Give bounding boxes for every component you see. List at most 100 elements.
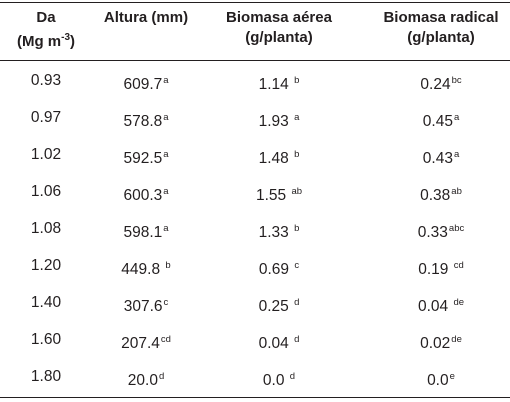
table-row: 0.97 578.8a 1.93 a 0.45a — [0, 99, 510, 136]
cell-altura-letters: cd — [160, 334, 171, 345]
cell-radical-letters: ab — [451, 186, 462, 197]
cell-radical-value: 0.43 — [422, 150, 453, 167]
header-da-unit-close: ) — [70, 33, 76, 50]
cell-radical-letters: a — [453, 149, 460, 160]
cell-altura: 598.1a — [92, 219, 200, 243]
cell-biomasa-radical: 0.02de — [372, 330, 510, 354]
cell-biomasa-aerea: 0.25 d — [200, 293, 358, 317]
cell-aerea-value: 1.55 — [255, 187, 291, 204]
table-bottom-rule — [0, 397, 510, 398]
cell-biomasa-aerea: 0.0 d — [200, 367, 358, 391]
cell-aerea-value: 1.48 — [258, 150, 294, 167]
cell-biomasa-radical: 0.04 de — [372, 293, 510, 317]
table-row: 1.20 449.8 b 0.69 c 0.19 cd — [0, 247, 510, 284]
cell-radical-letters: abc — [448, 223, 465, 234]
table-top-rule — [0, 2, 510, 3]
cell-altura-letters: b — [165, 260, 171, 271]
table-row: 1.60 207.4cd 0.04 d 0.02de — [0, 321, 510, 358]
cell-biomasa-aerea: 0.04 d — [200, 330, 358, 354]
header-da-line2: (Mg m-3) — [2, 28, 90, 52]
cell-da: 1.60 — [30, 331, 62, 348]
cell-radical-value: 0.19 — [418, 261, 453, 278]
cell-radical-letters: cd — [453, 260, 464, 271]
header-biomasa-aerea: Biomasa aérea (g/planta) — [200, 8, 358, 48]
cell-altura-letters: a — [163, 75, 169, 86]
cell-aerea-value: 1.14 — [258, 76, 294, 93]
cell-da: 1.40 — [30, 294, 62, 311]
cell-aerea-letters: b — [294, 149, 300, 160]
cell-radical-value: 0.0 — [427, 372, 449, 389]
cell-biomasa-radical: 0.45a — [372, 108, 510, 132]
cell-altura-letters: a — [163, 112, 169, 123]
cell-altura: 600.3a — [92, 182, 200, 206]
cell-aerea-letters: d — [289, 371, 296, 382]
cell-biomasa-aerea: 1.93 a — [200, 108, 358, 132]
cell-altura-letters: a — [163, 186, 169, 197]
cell-altura-value: 609.7 — [123, 76, 163, 93]
cell-altura-letters: c — [163, 297, 169, 308]
cell-biomasa-radical: 0.38ab — [372, 182, 510, 206]
header-biomasa-aerea-line1: Biomasa aérea — [226, 9, 332, 26]
cell-altura: 578.8a — [92, 108, 200, 132]
cell-radical-value: 0.24 — [420, 76, 451, 93]
cell-da: 1.80 — [30, 368, 62, 385]
header-biomasa-radical-line2: (g/planta) — [407, 29, 475, 46]
header-biomasa-radical-line1: Biomasa radical — [383, 9, 499, 26]
cell-radical-value: 0.33 — [417, 224, 448, 241]
cell-altura: 20.0d — [92, 367, 200, 391]
cell-biomasa-radical: 0.19 cd — [372, 256, 510, 280]
cell-da: 0.93 — [30, 72, 62, 89]
cell-altura-value: 592.5 — [123, 150, 163, 167]
cell-aerea-letters: ab — [291, 186, 303, 197]
cell-altura: 449.8 b — [92, 256, 200, 280]
cell-radical-letters: a — [453, 112, 460, 123]
cell-radical-letters: de — [451, 334, 462, 345]
cell-aerea-value: 1.33 — [258, 224, 294, 241]
cell-altura-letters: a — [163, 149, 169, 160]
cell-radical-value: 0.02 — [420, 335, 451, 352]
cell-radical-value: 0.45 — [422, 113, 453, 130]
cell-aerea-value: 0.69 — [258, 261, 294, 278]
header-altura-line1: Altura (mm) — [103, 9, 189, 26]
header-altura: Altura (mm) — [92, 8, 200, 28]
header-biomasa-radical: Biomasa radical (g/planta) — [372, 8, 510, 48]
cell-biomasa-aerea: 0.69 c — [200, 256, 358, 280]
cell-radical-value: 0.04 — [417, 298, 453, 315]
cell-altura-value: 20.0 — [127, 372, 158, 389]
cell-altura-letters: a — [163, 223, 169, 234]
cell-aerea-value: 0.25 — [258, 298, 294, 315]
cell-aerea-letters: d — [294, 334, 300, 345]
cell-altura-letters: d — [158, 371, 165, 382]
cell-biomasa-aerea: 1.48 b — [200, 145, 358, 169]
cell-da: 1.20 — [30, 257, 62, 274]
cell-biomasa-radical: 0.0e — [372, 367, 510, 391]
header-biomasa-aerea-line2: (g/planta) — [245, 29, 313, 46]
cell-aerea-letters: c — [294, 260, 300, 271]
header-da-unit: (Mg m — [16, 33, 62, 50]
header-da-line1: Da — [36, 9, 56, 26]
cell-altura-value: 578.8 — [123, 113, 163, 130]
cell-aerea-letters: b — [294, 223, 300, 234]
cell-biomasa-aerea: 1.55 ab — [200, 182, 358, 206]
table-row: 1.40 307.6c 0.25 d 0.04 de — [0, 284, 510, 321]
cell-aerea-letters: b — [294, 75, 300, 86]
cell-altura-value: 598.1 — [123, 224, 163, 241]
table-header-rule — [0, 60, 510, 61]
cell-aerea-value: 0.04 — [258, 335, 294, 352]
cell-biomasa-aerea: 1.14 b — [200, 71, 358, 95]
cell-altura: 207.4cd — [92, 330, 200, 354]
table-row: 1.02 592.5a 1.48 b 0.43a — [0, 136, 510, 173]
cell-da: 1.08 — [30, 220, 62, 237]
cell-altura-value: 307.6 — [123, 298, 163, 315]
cell-aerea-letters: d — [294, 297, 300, 308]
cell-aerea-letters: a — [294, 112, 300, 123]
cell-da: 0.97 — [30, 109, 62, 126]
header-da: Da (Mg m-3) — [2, 8, 90, 52]
cell-altura-value: 449.8 — [121, 261, 165, 278]
cell-da: 1.02 — [30, 146, 62, 163]
cell-altura: 307.6c — [92, 293, 200, 317]
cell-da: 1.06 — [30, 183, 62, 200]
header-da-unit-exponent: -3 — [61, 32, 71, 43]
cell-radical-letters: de — [453, 297, 465, 308]
cell-altura-value: 207.4 — [121, 335, 160, 352]
